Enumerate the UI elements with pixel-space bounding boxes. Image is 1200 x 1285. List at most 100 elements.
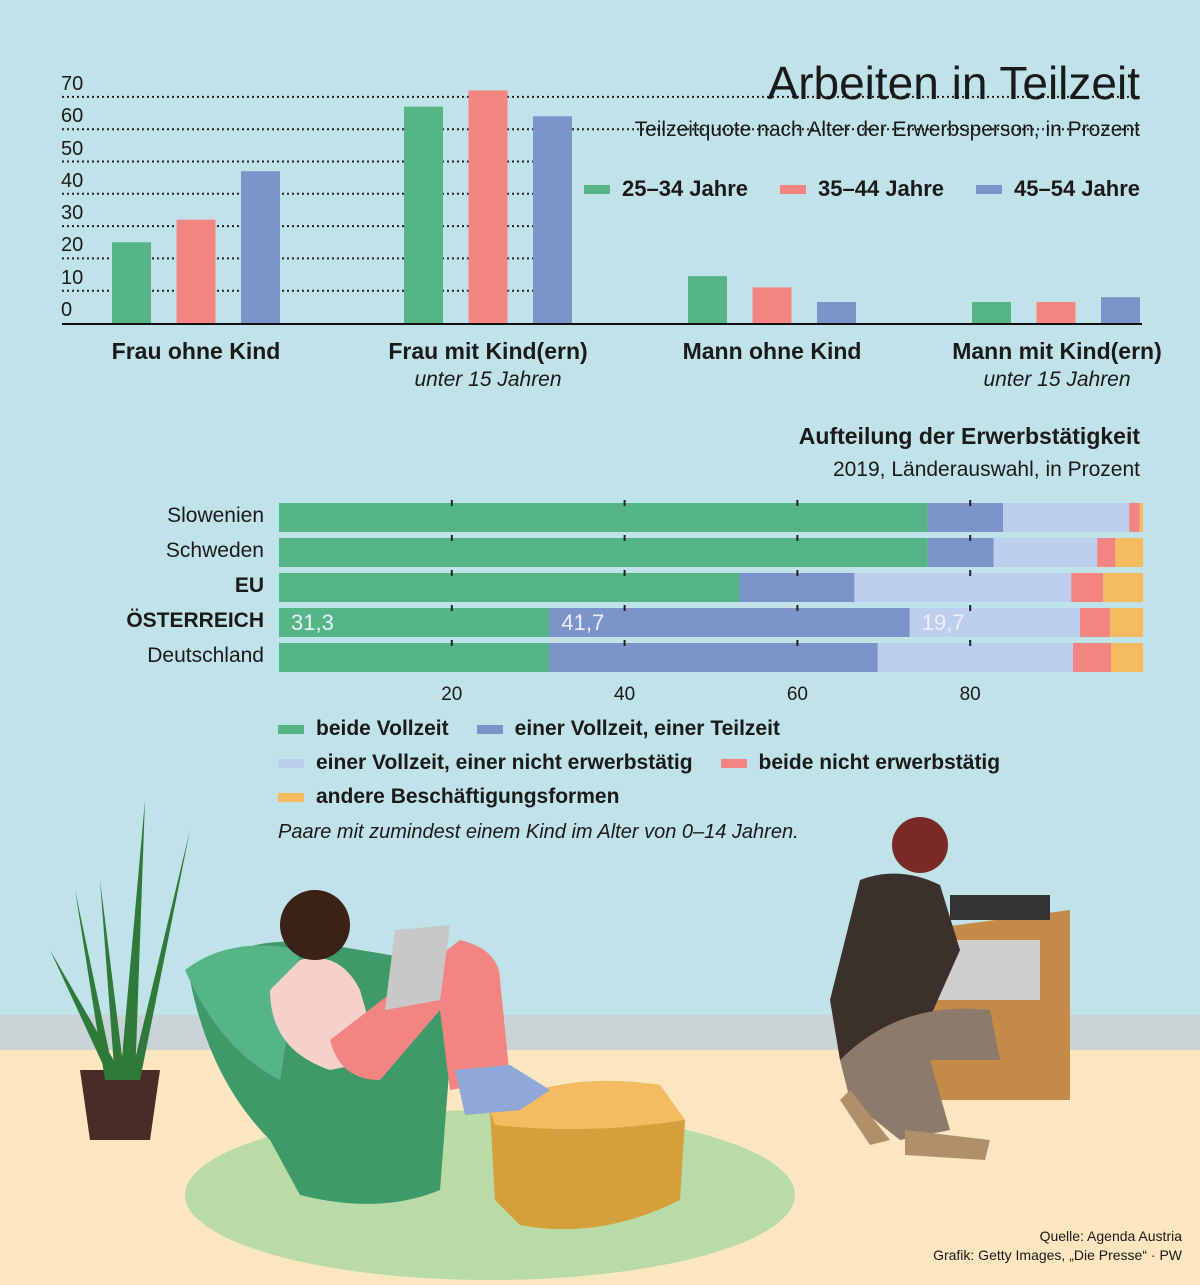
bar bbox=[817, 302, 856, 323]
stacked-segment bbox=[909, 608, 1080, 637]
chart2-title: Aufteilung der Erwerbstätigkeit bbox=[798, 423, 1140, 449]
y-tick-label: 40 bbox=[61, 169, 84, 192]
stacked-segment bbox=[927, 503, 1004, 532]
stacked-segment bbox=[1003, 503, 1130, 532]
legend: 25–34 Jahre 35–44 Jahre 45–54 Jahre bbox=[584, 176, 1140, 202]
x-tick-label: 40 bbox=[614, 684, 636, 705]
y-tick-label: 0 bbox=[61, 299, 73, 321]
legend-label: einer Vollzeit, einer nicht erwerbstätig bbox=[316, 751, 693, 774]
stacked-segment bbox=[877, 643, 1074, 672]
x-tick-label: 60 bbox=[786, 684, 808, 705]
bar bbox=[972, 302, 1011, 323]
record-player bbox=[950, 895, 1050, 920]
stacked-segment bbox=[927, 538, 994, 567]
woman-socks bbox=[455, 1065, 550, 1115]
stacked-segment bbox=[1097, 538, 1116, 567]
legend-item: 45–54 Jahre bbox=[976, 176, 1140, 202]
category-label: Frau ohne Kind bbox=[111, 338, 281, 364]
category-sublabel: unter 15 Jahren bbox=[414, 368, 562, 391]
legend-item: beide nicht erwerbstätig bbox=[720, 750, 1001, 776]
stacked-segment bbox=[1071, 573, 1104, 602]
stacked-segment bbox=[1110, 608, 1143, 637]
bar bbox=[1036, 302, 1076, 323]
plant-pot bbox=[80, 1070, 160, 1140]
legend-label: andere Beschäftigungsformen bbox=[316, 785, 620, 808]
legend-swatch bbox=[476, 724, 503, 734]
credit: Grafik: Getty Images, „Die Presse“ · PW bbox=[933, 1247, 1182, 1263]
legend-swatch bbox=[584, 184, 610, 194]
stacked-segment bbox=[279, 538, 928, 567]
y-tick-label: 20 bbox=[61, 234, 84, 257]
category-label: Mann ohne Kind bbox=[682, 338, 862, 364]
stacked-segment bbox=[993, 538, 1098, 567]
legend-swatch bbox=[780, 184, 806, 194]
y-tick-label: 60 bbox=[61, 105, 84, 128]
legend-swatch bbox=[720, 758, 747, 768]
laptop bbox=[385, 925, 450, 1010]
bar bbox=[688, 276, 727, 323]
stacked-segment bbox=[279, 643, 550, 672]
legend-swatch bbox=[278, 724, 304, 734]
data-label: 19,7 bbox=[921, 610, 965, 635]
legend-label: 45–54 Jahre bbox=[1014, 176, 1140, 201]
legend2-block: beide Vollzeit einer Vollzeit, einer Teil… bbox=[278, 716, 1178, 844]
armchair-back bbox=[185, 945, 300, 1080]
stacked-segment bbox=[1111, 643, 1143, 672]
bar bbox=[752, 287, 792, 323]
legend-swatch bbox=[278, 792, 304, 802]
legend-item: beide Vollzeit bbox=[278, 716, 449, 742]
legend-item: andere Beschäftigungsformen bbox=[278, 784, 619, 810]
legend-swatch bbox=[278, 758, 304, 768]
chart2-subtitle: 2019, Länderauswahl, in Prozent bbox=[832, 458, 1140, 481]
chart-note: Paare mit zumindest einem Kind im Alter … bbox=[278, 821, 799, 843]
bar bbox=[1101, 297, 1140, 323]
woman-hair bbox=[280, 890, 350, 960]
legend-label: beide Vollzeit bbox=[316, 717, 449, 740]
stacked-segment bbox=[1129, 503, 1140, 532]
y-tick-label: 70 bbox=[61, 72, 84, 95]
stacked-segment bbox=[1115, 538, 1143, 567]
stacked-segment bbox=[1103, 573, 1143, 602]
legend2: beide Vollzeit einer Vollzeit, einer Teil… bbox=[278, 716, 1178, 810]
stacked-segment bbox=[1139, 503, 1143, 532]
category-label: Mann mit Kind(ern) bbox=[952, 338, 1162, 364]
stacked-bar-chart bbox=[279, 500, 1143, 675]
man-head bbox=[892, 817, 948, 873]
bar-chart-teilzeit bbox=[62, 90, 1142, 325]
stacked-segment bbox=[279, 573, 740, 602]
legend-label: beide nicht erwerbstätig bbox=[758, 751, 1001, 774]
category-label: Frau mit Kind(ern) bbox=[388, 338, 588, 364]
bar bbox=[176, 219, 216, 323]
stacked-segment bbox=[549, 608, 910, 637]
source: Quelle: Agenda Austria bbox=[1039, 1228, 1182, 1244]
stacked-segment bbox=[279, 608, 550, 637]
legend-label: 35–44 Jahre bbox=[818, 176, 944, 201]
bar bbox=[533, 116, 572, 323]
row-label: Slowenien bbox=[167, 504, 264, 527]
legend-item: 25–34 Jahre bbox=[584, 176, 748, 202]
legend-swatch bbox=[976, 184, 1002, 194]
bar bbox=[404, 106, 443, 323]
data-label: 31,3 bbox=[291, 610, 334, 635]
stacked-segment bbox=[854, 573, 1072, 602]
legend-item: einer Vollzeit, einer Teilzeit bbox=[476, 716, 780, 742]
x-tick-label: 80 bbox=[959, 684, 981, 705]
stacked-segment bbox=[279, 503, 928, 532]
data-label: 41,7 bbox=[561, 610, 605, 635]
plant-leaves bbox=[50, 800, 190, 1080]
stacked-segment bbox=[1079, 608, 1111, 637]
chart-title: Arbeiten in Teilzeit bbox=[767, 57, 1140, 109]
stacked-segment bbox=[1073, 643, 1112, 672]
row-label: Schweden bbox=[165, 539, 264, 562]
legend-label: 25–34 Jahre bbox=[622, 176, 748, 201]
legend-item: einer Vollzeit, einer nicht erwerbstätig bbox=[278, 750, 693, 776]
y-tick-label: 10 bbox=[61, 266, 84, 289]
legend-label: einer Vollzeit, einer Teilzeit bbox=[514, 717, 780, 740]
row-label: Deutschland bbox=[147, 644, 264, 667]
bar bbox=[468, 90, 508, 323]
row-label: EU bbox=[234, 574, 264, 597]
stacked-segment bbox=[739, 573, 855, 602]
x-tick-label: 20 bbox=[441, 684, 463, 705]
